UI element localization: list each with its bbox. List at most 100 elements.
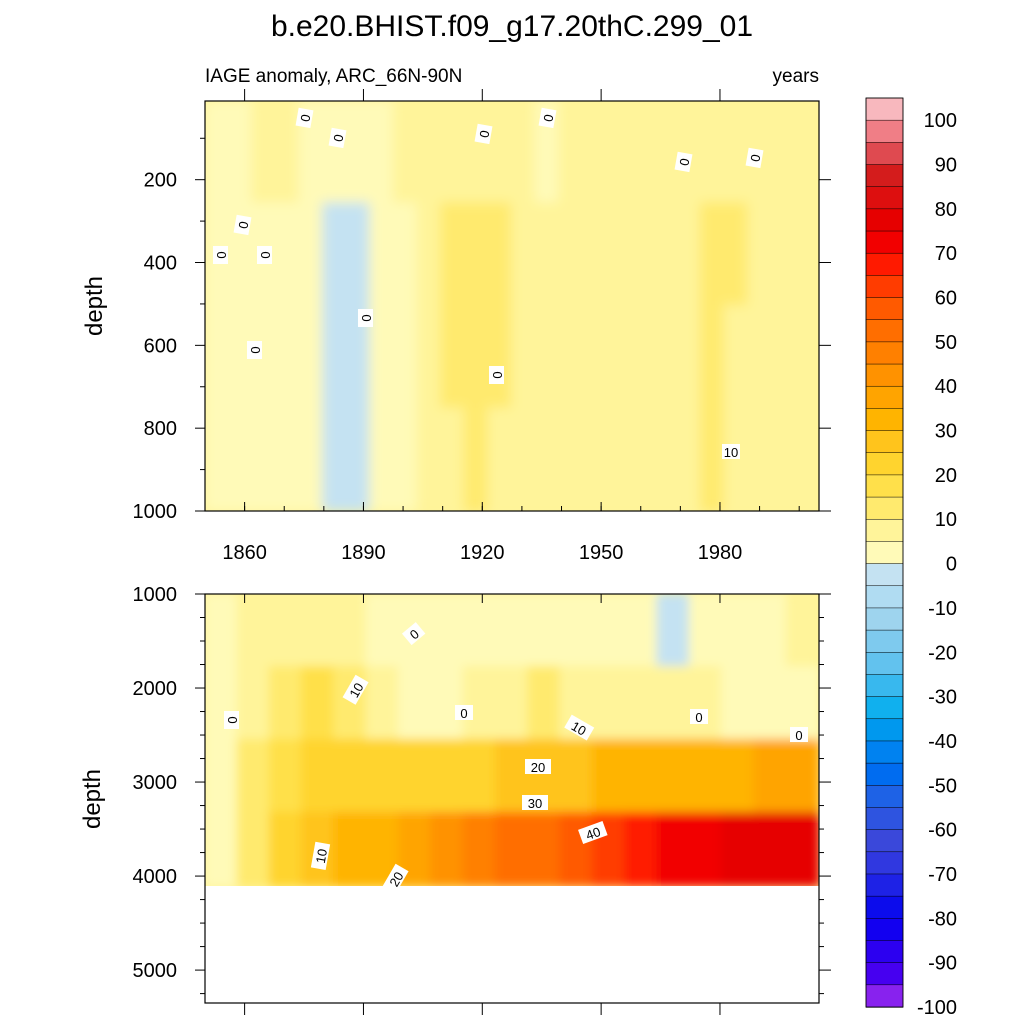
heatmap-cell bbox=[794, 202, 819, 307]
y-tick-label: 400 bbox=[144, 253, 177, 275]
colorbar-label: -100 bbox=[917, 997, 957, 1019]
colorbar-swatch bbox=[865, 785, 904, 809]
heatmap-cell bbox=[770, 407, 797, 511]
heatmap-cell bbox=[527, 594, 562, 668]
x-tick-label: 1950 bbox=[579, 542, 624, 564]
colorbar-label: 80 bbox=[935, 199, 957, 221]
heatmap-cell bbox=[345, 407, 372, 511]
heatmap-cell bbox=[527, 812, 562, 886]
colorbar-swatch bbox=[865, 230, 904, 254]
contour-label: 0 bbox=[747, 153, 763, 163]
heatmap-cell bbox=[558, 305, 584, 410]
heatmap-cell bbox=[723, 101, 750, 205]
heatmap-cell bbox=[652, 101, 679, 205]
colorbar-swatch bbox=[865, 607, 904, 631]
contour-label: 10 bbox=[313, 848, 330, 865]
heatmap-cell bbox=[369, 305, 395, 410]
contour-label: 10 bbox=[569, 718, 589, 738]
colorbar-label: 10 bbox=[935, 509, 957, 531]
y-tick-label: 800 bbox=[144, 418, 177, 440]
heatmap-cell bbox=[462, 594, 497, 668]
heatmap-cell bbox=[699, 101, 726, 205]
colorbar-label: 20 bbox=[935, 465, 957, 487]
colorbar-swatch bbox=[865, 164, 904, 188]
heatmap-cell bbox=[494, 594, 530, 668]
colorbar-label: 40 bbox=[935, 376, 957, 398]
colorbar-label: 0 bbox=[946, 554, 957, 576]
heatmap-cell bbox=[688, 739, 724, 814]
heatmap-cell bbox=[656, 812, 691, 886]
colorbar-swatch bbox=[865, 275, 904, 299]
colorbar-swatch bbox=[865, 652, 904, 676]
colorbar-label: -70 bbox=[928, 864, 957, 886]
contour-label: 0 bbox=[795, 728, 802, 743]
heatmap-cell bbox=[440, 202, 466, 307]
contour-label: 0 bbox=[540, 113, 556, 123]
heatmap-cell bbox=[794, 407, 819, 511]
heatmap-cell bbox=[274, 305, 301, 410]
heatmap-cell bbox=[624, 594, 659, 668]
heatmap-cell bbox=[559, 594, 594, 668]
heatmap-cell bbox=[397, 739, 433, 814]
colorbar-swatch bbox=[865, 807, 904, 831]
heatmap-cell bbox=[747, 202, 773, 307]
colorbar-swatch bbox=[865, 918, 904, 942]
heatmap-cell bbox=[559, 739, 594, 814]
heatmap-cell bbox=[688, 594, 724, 668]
heatmap-cell bbox=[300, 739, 336, 814]
heatmap-cell bbox=[605, 101, 632, 205]
colorbar-label: 90 bbox=[935, 155, 957, 177]
colorbar-label: -40 bbox=[928, 731, 957, 753]
contour-label: 10 bbox=[724, 445, 738, 460]
heatmap-cell bbox=[494, 666, 530, 741]
upper-right-label: years bbox=[773, 66, 819, 87]
colorbar-swatch bbox=[865, 563, 904, 587]
colorbar: 1009080706050403020100-10-20-30-40-50-60… bbox=[865, 97, 957, 1019]
colorbar-label: 50 bbox=[935, 332, 957, 354]
y-tick-label: 200 bbox=[144, 170, 177, 192]
heatmap-cell bbox=[753, 739, 788, 814]
plot-frame bbox=[204, 100, 820, 512]
heatmap-cell bbox=[753, 594, 788, 668]
x-tick-label: 1860 bbox=[222, 542, 267, 564]
heatmap-cell bbox=[652, 202, 679, 307]
heatmap-cell bbox=[236, 594, 271, 668]
heatmap-cell bbox=[462, 812, 497, 886]
heatmap-cell bbox=[511, 202, 537, 307]
colorbar-swatch bbox=[865, 940, 904, 964]
heatmap-cell bbox=[487, 305, 513, 410]
colorbar-label: -80 bbox=[928, 908, 957, 930]
heatmap-cell bbox=[365, 594, 400, 668]
heatmap-cell bbox=[511, 407, 537, 511]
heatmap-cell bbox=[699, 305, 726, 410]
heatmap-cell bbox=[511, 305, 537, 410]
colorbar-swatch bbox=[865, 718, 904, 742]
heatmap-cell bbox=[322, 101, 348, 205]
heatmap-cell bbox=[300, 666, 336, 741]
heatmap-cell bbox=[251, 101, 277, 205]
contour-label: 0 bbox=[225, 716, 240, 723]
heatmap-cell bbox=[463, 407, 490, 511]
heatmap-cell bbox=[770, 305, 797, 410]
heatmap-cell bbox=[205, 666, 239, 741]
y-tick-label: 1000 bbox=[133, 584, 178, 606]
heatmap-cell bbox=[591, 666, 627, 741]
heatmap-cell bbox=[785, 812, 819, 886]
heatmap-cell bbox=[721, 812, 756, 886]
heatmap-cell bbox=[534, 305, 561, 410]
heatmap-cell bbox=[300, 594, 336, 668]
heatmap-cell bbox=[274, 202, 301, 307]
heatmap-cell bbox=[298, 407, 325, 511]
heatmap-cell bbox=[721, 594, 756, 668]
heatmap-cell bbox=[322, 202, 348, 307]
heatmap-cell bbox=[205, 101, 230, 205]
heatmap-cell bbox=[392, 101, 419, 205]
heatmap-cell bbox=[688, 812, 724, 886]
heatmap-cell bbox=[369, 407, 395, 511]
heatmap-cell bbox=[322, 407, 348, 511]
heatmap-cell bbox=[676, 407, 702, 511]
heatmap-cell bbox=[365, 666, 400, 741]
heatmap-cell bbox=[487, 101, 513, 205]
